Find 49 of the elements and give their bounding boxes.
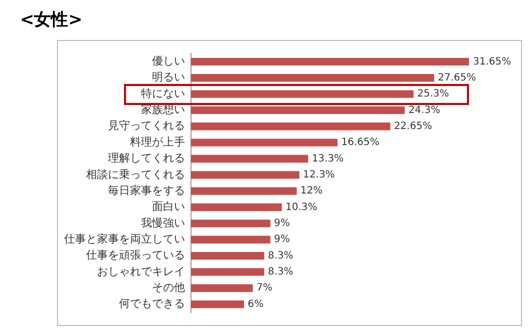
data-label: 25.3% — [417, 88, 450, 100]
data-label: 10.3% — [285, 202, 318, 213]
data-label: 24.3% — [408, 104, 440, 116]
data-label: 31.65% — [473, 56, 512, 68]
y-tick-label: 仕事と家事を両立してい — [64, 232, 185, 246]
y-tick-label: おしゃれでキレイ — [97, 264, 185, 278]
y-tick-label: その他 — [152, 280, 185, 294]
bar — [191, 58, 469, 66]
bar — [191, 284, 253, 292]
y-tick-label: 理解してくれる — [108, 152, 185, 165]
bar — [191, 90, 414, 98]
bar — [191, 252, 264, 260]
y-tick-label: 我慢強い — [141, 216, 185, 230]
bar — [191, 268, 264, 276]
y-tick-label: 仕事を頑張っている — [86, 248, 185, 262]
bar — [191, 154, 308, 163]
data-label: 12% — [300, 186, 323, 197]
bar — [191, 106, 405, 114]
y-tick-label: 特にない — [141, 86, 185, 100]
bar — [191, 236, 270, 244]
bar — [191, 122, 390, 130]
data-label: 6% — [248, 298, 264, 310]
y-tick-label: 見守ってくれる — [108, 119, 185, 132]
data-label: 7% — [256, 282, 272, 294]
y-tick-label: 面白い — [152, 200, 185, 214]
data-label: 22.65% — [394, 120, 432, 132]
bar — [191, 138, 338, 146]
data-label: 12.3% — [303, 170, 335, 181]
bar — [191, 220, 270, 228]
y-tick-label: 優しい — [152, 54, 185, 68]
bar — [191, 171, 300, 179]
bar — [191, 300, 244, 308]
data-label: 8.3% — [268, 266, 294, 278]
data-label: 9% — [274, 218, 290, 230]
bar — [191, 187, 297, 195]
text: <女性> — [20, 9, 82, 31]
bar — [191, 203, 282, 212]
data-label: 9% — [274, 234, 290, 246]
y-tick-label: 家族想い — [141, 103, 185, 116]
y-tick-label: 毎日家事をする — [108, 184, 185, 197]
data-label: 16.65% — [341, 137, 380, 148]
y-tick-label: 何でもできる — [119, 297, 185, 310]
data-label: 8.3% — [268, 250, 294, 262]
y-tick-label: 料理が上手 — [130, 135, 185, 148]
data-label: 27.65% — [438, 72, 476, 84]
data-label: 13.3% — [312, 153, 344, 164]
y-tick-label: 相談に乗ってくれる — [86, 168, 185, 181]
y-tick-label: 明るい — [152, 70, 185, 84]
bar — [191, 74, 434, 82]
